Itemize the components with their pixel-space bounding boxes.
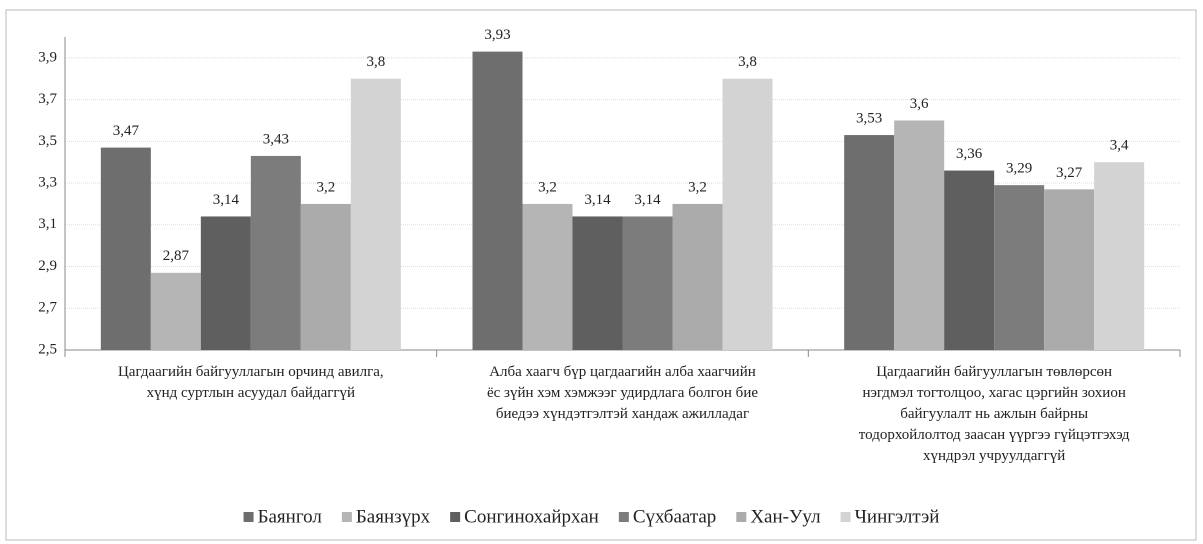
- value-label: 3,47: [113, 123, 140, 139]
- bar: [572, 216, 623, 350]
- value-label: 3,14: [213, 192, 240, 208]
- bar: [472, 51, 523, 351]
- legend-label: Сонгинохайрхан: [464, 506, 599, 527]
- bar: [944, 170, 995, 350]
- legend-label: Чингэлтэй: [855, 506, 940, 527]
- bar: [522, 203, 573, 350]
- legend-swatch: [243, 512, 254, 522]
- bar: [894, 120, 945, 350]
- y-tick-label: 3,3: [38, 175, 57, 191]
- legend-label: Хан-Уул: [750, 506, 821, 527]
- legend-swatch: [618, 512, 629, 522]
- bar: [994, 185, 1045, 350]
- chart-border: [5, 9, 1197, 541]
- bar: [300, 203, 351, 350]
- bar: [1044, 189, 1095, 350]
- y-tick-label: 3,5: [38, 133, 57, 149]
- bar: [150, 272, 201, 350]
- bar: [844, 135, 895, 350]
- value-label: 3,36: [956, 146, 983, 162]
- legend-label: Баянгол: [258, 506, 323, 527]
- value-label: 2,87: [163, 248, 190, 264]
- legend-swatch: [736, 512, 747, 522]
- value-label: 3,53: [856, 111, 882, 127]
- value-label: 3,93: [484, 27, 510, 43]
- x-tick-label: Алба хаагч бүр цагдаагийн алба хаагчийн …: [486, 364, 759, 422]
- y-tick-label: 3,9: [38, 49, 57, 65]
- value-label: 3,29: [1006, 161, 1032, 177]
- value-label: 3,6: [910, 96, 929, 112]
- value-label: 3,14: [584, 192, 611, 208]
- bar: [200, 216, 251, 350]
- bar: [672, 203, 723, 350]
- y-tick-label: 3,7: [38, 91, 57, 107]
- value-label: 3,2: [316, 179, 335, 195]
- value-label: 3,43: [263, 131, 289, 147]
- bar: [1094, 162, 1145, 350]
- value-label: 3,8: [366, 54, 385, 70]
- bar: [622, 216, 673, 350]
- value-label: 3,2: [688, 179, 707, 195]
- x-tick-label: Цагдаагийн байгууллагын орчинд авилга, х…: [117, 364, 384, 401]
- bar: [100, 147, 151, 350]
- value-label: 3,4: [1110, 138, 1129, 154]
- legend-swatch: [341, 512, 352, 522]
- legend-swatch: [450, 512, 461, 522]
- value-label: 3,27: [1056, 165, 1083, 181]
- x-tick-label: Цагдаагийн байгууллагын төвлөрсөн нэгдмэ…: [858, 364, 1130, 464]
- bar: [350, 78, 401, 350]
- y-tick-label: 2,9: [38, 258, 57, 274]
- legend-label: Баянзүрх: [356, 506, 431, 527]
- legend-swatch: [840, 512, 851, 522]
- y-tick-label: 2,7: [38, 300, 57, 316]
- legend-label: Сүхбаатар: [633, 506, 716, 527]
- value-label: 3,14: [634, 192, 661, 208]
- bar: [722, 78, 773, 350]
- value-label: 3,2: [538, 179, 557, 195]
- y-tick-label: 2,5: [38, 341, 57, 357]
- value-label: 3,8: [738, 54, 757, 70]
- bar: [250, 155, 301, 350]
- y-tick-label: 3,1: [38, 216, 57, 232]
